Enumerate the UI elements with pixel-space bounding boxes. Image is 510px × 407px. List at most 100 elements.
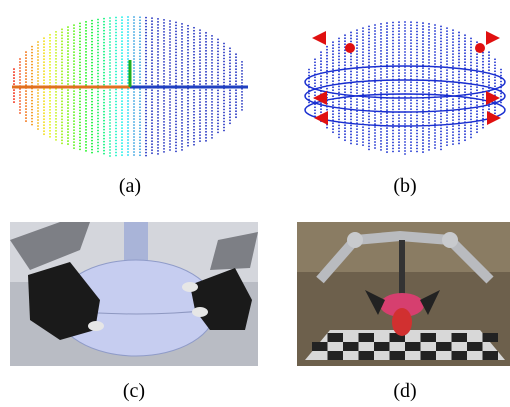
point [79,25,81,27]
point [181,131,183,133]
point [223,115,225,117]
point [446,72,448,74]
point [127,49,129,51]
point [476,95,478,97]
point [229,101,231,103]
point [464,61,466,63]
point [488,108,490,110]
point [500,93,502,95]
point [121,112,123,114]
point [229,53,231,55]
point [73,99,75,101]
point [446,45,448,47]
point [91,149,93,151]
point [476,74,478,76]
point [79,58,81,60]
point [392,58,394,60]
point [452,137,454,139]
point [61,61,63,63]
point [157,114,159,116]
point [392,127,394,129]
point [308,72,310,74]
point [175,36,177,38]
point [326,82,328,84]
point [422,37,424,39]
point [404,120,406,122]
point [344,127,346,129]
point [49,58,51,60]
point [55,136,57,138]
point [85,24,87,26]
point [458,53,460,55]
point [193,78,195,80]
point [476,68,478,70]
point [380,116,382,118]
point [434,57,436,59]
point [398,114,400,116]
point [139,34,141,36]
point [151,41,153,43]
point [181,122,183,124]
point [181,104,183,106]
point [482,121,484,123]
point [380,62,382,64]
point [61,76,63,78]
point [145,155,147,157]
point [163,103,165,105]
point [464,43,466,45]
point [374,135,376,137]
point [151,101,153,103]
point [344,52,346,54]
point [422,118,424,120]
point [25,114,27,116]
point [223,121,225,123]
point [458,32,460,34]
point [470,65,472,67]
point [169,23,171,25]
point [163,52,165,54]
point [43,64,45,66]
point [85,54,87,56]
point [428,56,430,58]
point [163,49,165,51]
point [470,62,472,64]
point [85,141,87,143]
point [241,79,243,81]
point [374,54,376,56]
point [151,125,153,127]
point [193,36,195,38]
point [410,81,412,83]
point [482,64,484,66]
point [193,57,195,59]
point [79,79,81,81]
point [163,70,165,72]
point [374,48,376,50]
point [13,71,15,73]
point [67,95,69,97]
point [211,44,213,46]
point [416,40,418,42]
point [73,93,75,95]
point [157,66,159,68]
point [103,147,105,149]
point [368,44,370,46]
point [109,122,111,124]
point [49,109,51,111]
point [205,47,207,49]
point [157,135,159,137]
check [328,333,344,342]
point [380,131,382,133]
point [115,32,117,34]
point [193,108,195,110]
point [97,124,99,126]
point [428,143,430,145]
point [223,100,225,102]
point [61,136,63,138]
point [410,138,412,140]
point [434,132,436,134]
point [169,107,171,109]
point [392,142,394,144]
point [229,50,231,52]
point [121,19,123,21]
point [133,70,135,72]
